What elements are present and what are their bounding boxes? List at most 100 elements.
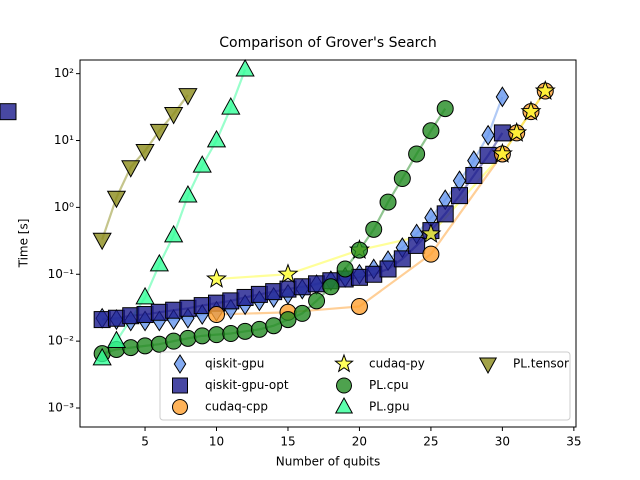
marker <box>208 306 226 324</box>
marker <box>265 283 283 301</box>
marker <box>379 193 397 211</box>
chart-title: Comparison of Grover's Search <box>219 35 436 51</box>
marker <box>436 100 454 118</box>
marker <box>193 297 211 315</box>
axes-frame <box>79 59 577 428</box>
marker <box>235 58 255 77</box>
y-tick-label: 10⁰ <box>54 200 74 214</box>
marker <box>92 347 112 366</box>
x-tick-label: 10 <box>209 435 224 449</box>
marker <box>350 297 368 315</box>
marker <box>451 187 469 205</box>
y-tick-label: 10⁻¹ <box>48 267 75 281</box>
marker <box>265 317 283 335</box>
x-tick-label: 30 <box>495 435 510 449</box>
marker <box>279 280 297 298</box>
marker <box>420 222 442 243</box>
marker <box>206 267 228 288</box>
marker <box>308 292 326 310</box>
marker <box>479 146 497 164</box>
marker <box>178 88 198 106</box>
marker <box>365 265 383 283</box>
marker <box>293 278 311 296</box>
marker <box>178 184 198 203</box>
marker <box>135 143 155 162</box>
legend-marker <box>173 354 187 374</box>
marker <box>206 129 227 148</box>
marker <box>491 142 513 163</box>
marker <box>222 292 240 310</box>
marker <box>208 326 226 344</box>
marker <box>192 155 212 173</box>
x-tick-label: 5 <box>141 435 149 449</box>
marker <box>436 205 454 223</box>
legend-box <box>159 351 571 421</box>
legend-marker <box>478 357 498 375</box>
legend-label: PL.cpu <box>369 378 409 392</box>
legend-label: qiskit-gpu-opt <box>205 378 289 392</box>
marker <box>393 170 411 188</box>
marker <box>322 278 340 296</box>
marker <box>107 309 125 327</box>
legend: qiskit-gpu qiskit-gpu-opt cudaq-cpp cudaq-p… <box>159 351 571 421</box>
marker <box>236 288 254 306</box>
marker <box>408 236 426 254</box>
y-axis-label: Time [s] <box>17 219 31 269</box>
marker <box>506 121 528 142</box>
marker <box>336 260 354 278</box>
marker <box>393 250 411 268</box>
marker <box>136 337 154 355</box>
marker <box>193 327 211 345</box>
marker <box>221 97 241 115</box>
marker <box>236 322 254 340</box>
marker <box>495 86 510 108</box>
plot-area <box>0 58 556 366</box>
marker <box>379 260 397 278</box>
marker <box>179 329 197 347</box>
marker <box>250 320 268 338</box>
marker <box>150 335 168 353</box>
x-tick-label: 20 <box>352 435 367 449</box>
marker <box>520 100 542 121</box>
marker <box>422 122 440 140</box>
marker <box>149 123 169 142</box>
marker <box>481 124 495 146</box>
x-tick-label: 15 <box>280 435 295 449</box>
marker <box>279 311 297 329</box>
marker <box>308 275 326 293</box>
marker <box>465 166 483 184</box>
legend-label: PL.gpu <box>369 400 410 414</box>
marker <box>150 303 168 321</box>
legend-label: PL.tensor <box>513 357 569 371</box>
marker <box>422 245 440 263</box>
marker <box>408 145 426 163</box>
y-tick-label: 10¹ <box>54 133 74 147</box>
marker <box>534 79 556 100</box>
legend-marker <box>172 399 188 415</box>
marker <box>293 304 311 322</box>
marker <box>350 268 368 286</box>
marker <box>149 253 169 272</box>
marker <box>165 332 183 350</box>
x-tick-label: 35 <box>566 435 581 449</box>
marker <box>179 299 197 317</box>
marker <box>365 220 383 238</box>
marker <box>135 286 155 305</box>
legend-label: cudaq-py <box>369 357 425 371</box>
legend-label: qiskit-gpu <box>205 357 264 371</box>
marker <box>222 325 240 343</box>
y-tick-label: 10⁻³ <box>48 401 75 415</box>
legend-marker <box>334 396 354 414</box>
marker <box>277 263 299 284</box>
marker <box>92 232 112 251</box>
marker <box>93 311 111 329</box>
legend-marker <box>334 353 354 373</box>
marker <box>122 307 140 325</box>
x-tick-label: 25 <box>423 435 438 449</box>
marker <box>121 160 141 178</box>
marker <box>165 301 183 319</box>
marker <box>493 124 511 142</box>
y-tick-label: 10⁻² <box>48 334 75 348</box>
marker <box>106 330 127 349</box>
